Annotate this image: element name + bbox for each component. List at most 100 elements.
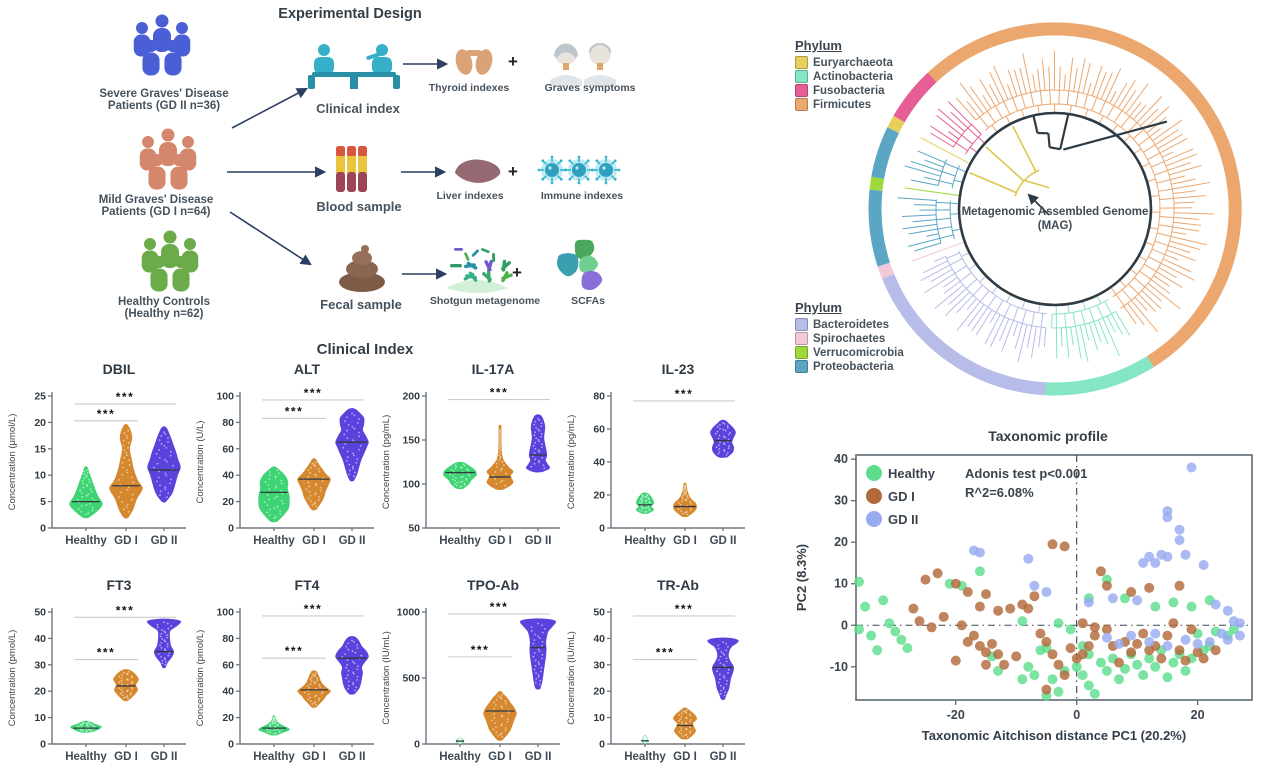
plus-sign-2: + xyxy=(508,162,518,181)
group-healthy-line1: Healthy Controls xyxy=(117,296,210,308)
svg-text:GD II: GD II xyxy=(151,535,178,547)
svg-text:Healthy: Healthy xyxy=(624,751,666,763)
svg-text:***: *** xyxy=(97,646,116,660)
blood-tubes-icon xyxy=(336,146,367,192)
svg-text:GD II: GD II xyxy=(339,535,366,547)
svg-text:***: *** xyxy=(656,646,675,660)
experimental-design-title: Experimental Design xyxy=(278,6,422,22)
mag-label-line2: Genome (MAG) xyxy=(1037,206,1149,232)
svg-text:20: 20 xyxy=(34,686,46,698)
graves-symptoms-label: Graves symptoms xyxy=(544,82,636,94)
phylum-legend-item-bacteroidetes: Bacteroidetes xyxy=(795,318,904,331)
svg-text:Concentration (pmol/L): Concentration (pmol/L) xyxy=(195,630,206,727)
tree-core xyxy=(957,111,1168,307)
svg-text:DBIL: DBIL xyxy=(103,361,136,377)
svg-text:GD I: GD I xyxy=(302,535,326,547)
svg-text:***: *** xyxy=(285,644,304,658)
svg-text:60: 60 xyxy=(222,659,234,671)
taxonomic-profile-title: Taxonomic profile xyxy=(988,428,1108,444)
svg-text:50: 50 xyxy=(34,607,46,619)
immune-indexes-label: Immune indexes xyxy=(540,190,624,202)
svg-text:0: 0 xyxy=(841,618,848,632)
svg-text:***: *** xyxy=(304,602,323,616)
svg-text:60: 60 xyxy=(222,443,234,455)
phylum-color-chip xyxy=(795,332,808,345)
svg-text:80: 80 xyxy=(222,417,234,429)
svg-text:15: 15 xyxy=(34,443,46,455)
phylum-color-chip xyxy=(795,84,808,97)
violin-plot-FT4: FT4 0 20 40 60 80 100 Concentration (pmol/L) Hea… xyxy=(195,577,374,763)
phylum-legend-top: Phylum Euryarchaeota Actinobacteria Fusoba… xyxy=(795,38,893,112)
violin-plot-DBIL: DBIL 0 5 10 15 20 25 Concentration (μmol/L) Heal… xyxy=(7,361,186,547)
svg-text:500: 500 xyxy=(402,673,420,685)
severe-gd-people-icon xyxy=(133,14,191,76)
feces-icon xyxy=(339,245,385,292)
blood-sample-label: Blood sample xyxy=(316,199,402,214)
svg-text:TPO-Ab: TPO-Ab xyxy=(467,577,519,593)
phylum-label: Actinobacteria xyxy=(813,70,893,83)
phylum-legend-item-euryarchaeota: Euryarchaeota xyxy=(795,56,893,69)
svg-text:40: 40 xyxy=(834,452,848,466)
immune-viruses-icon xyxy=(537,155,621,185)
violin-plot-FT3: FT3 0 10 20 30 40 50 Concentration (pmol/L) Heal… xyxy=(7,577,186,763)
svg-text:10: 10 xyxy=(34,712,46,724)
phylum-legend-item-spirochaetes: Spirochaetes xyxy=(795,332,904,345)
svg-text:40: 40 xyxy=(222,470,234,482)
healthy-people-icon xyxy=(141,230,199,292)
svg-text:Healthy: Healthy xyxy=(888,466,936,481)
svg-text:***: *** xyxy=(490,386,509,400)
clinical-consult-icon xyxy=(308,44,400,89)
violin-plot-ALT: ALT 0 20 40 60 80 100 Concentration (U/L) Health… xyxy=(195,361,374,547)
svg-text:-20: -20 xyxy=(947,708,965,722)
svg-text:40: 40 xyxy=(593,457,605,469)
svg-text:Concentration (pg/mL): Concentration (pg/mL) xyxy=(381,415,392,510)
svg-text:0: 0 xyxy=(1073,708,1080,722)
scfas-label: SCFAs xyxy=(571,295,605,307)
phylum-legend-item-verrucomicrobia: Verrucomicrobia xyxy=(795,346,904,359)
group-gd1-line1: Mild Graves' Disease xyxy=(98,194,214,206)
svg-text:GD II: GD II xyxy=(525,751,552,763)
svg-text:***: *** xyxy=(304,386,323,400)
phylum-label: Bacteroidetes xyxy=(813,318,890,331)
svg-text:40: 40 xyxy=(593,633,605,645)
group-gd2-line2: Patients (GD II n=36) xyxy=(107,100,221,112)
graves-symptoms-faces-icon xyxy=(550,43,616,86)
svg-text:GD II: GD II xyxy=(339,751,366,763)
clinical-index-title: Clinical Index xyxy=(316,341,414,358)
experimental-design-diagram xyxy=(133,14,621,293)
phylum-label: Firmicutes xyxy=(813,98,872,111)
svg-text:10: 10 xyxy=(34,470,46,482)
svg-text:20: 20 xyxy=(1191,708,1205,722)
svg-text:100: 100 xyxy=(216,607,234,619)
phylum-ring xyxy=(868,22,1242,396)
phylum-legend-item-proteobacteria: Proteobacteria xyxy=(795,360,904,373)
svg-text:10: 10 xyxy=(593,712,605,724)
svg-text:Healthy: Healthy xyxy=(253,751,295,763)
svg-text:PC2 (8.3%): PC2 (8.3%) xyxy=(794,544,809,611)
svg-text:FT3: FT3 xyxy=(107,577,132,593)
phylogenetic-tree xyxy=(868,22,1242,396)
svg-text:IL-23: IL-23 xyxy=(662,361,695,377)
scatter-points-gdi xyxy=(908,539,1221,695)
svg-text:GD II: GD II xyxy=(710,751,737,763)
phylum-label: Fusobacteria xyxy=(813,84,885,97)
svg-text:40: 40 xyxy=(34,633,46,645)
phylum-legend-item-fusobacteria: Fusobacteria xyxy=(795,84,893,97)
svg-text:GD II: GD II xyxy=(151,751,178,763)
phylum-color-chip xyxy=(795,70,808,83)
phylum-label: Verrucomicrobia xyxy=(813,346,904,359)
flow-arrow-3 xyxy=(229,211,312,266)
svg-text:TR-Ab: TR-Ab xyxy=(657,577,699,593)
group-gd2-line1: Severe Graves' Disease xyxy=(99,88,229,100)
shotgun-metagenome-label: Shotgun metagenome xyxy=(429,295,541,307)
svg-text:30: 30 xyxy=(834,494,848,508)
svg-text:Healthy: Healthy xyxy=(624,535,666,547)
group-label-healthy: Healthy Controls (Healthy n=62) xyxy=(78,296,250,320)
group-healthy-line2: (Healthy n=62) xyxy=(124,308,204,320)
svg-text:5: 5 xyxy=(40,496,46,508)
phylum-label: Proteobacteria xyxy=(813,360,894,373)
svg-text:0: 0 xyxy=(40,739,46,751)
phylum-color-chip xyxy=(795,56,808,69)
svg-text:***: *** xyxy=(490,600,509,614)
scatter-points-healthy xyxy=(854,566,1239,701)
